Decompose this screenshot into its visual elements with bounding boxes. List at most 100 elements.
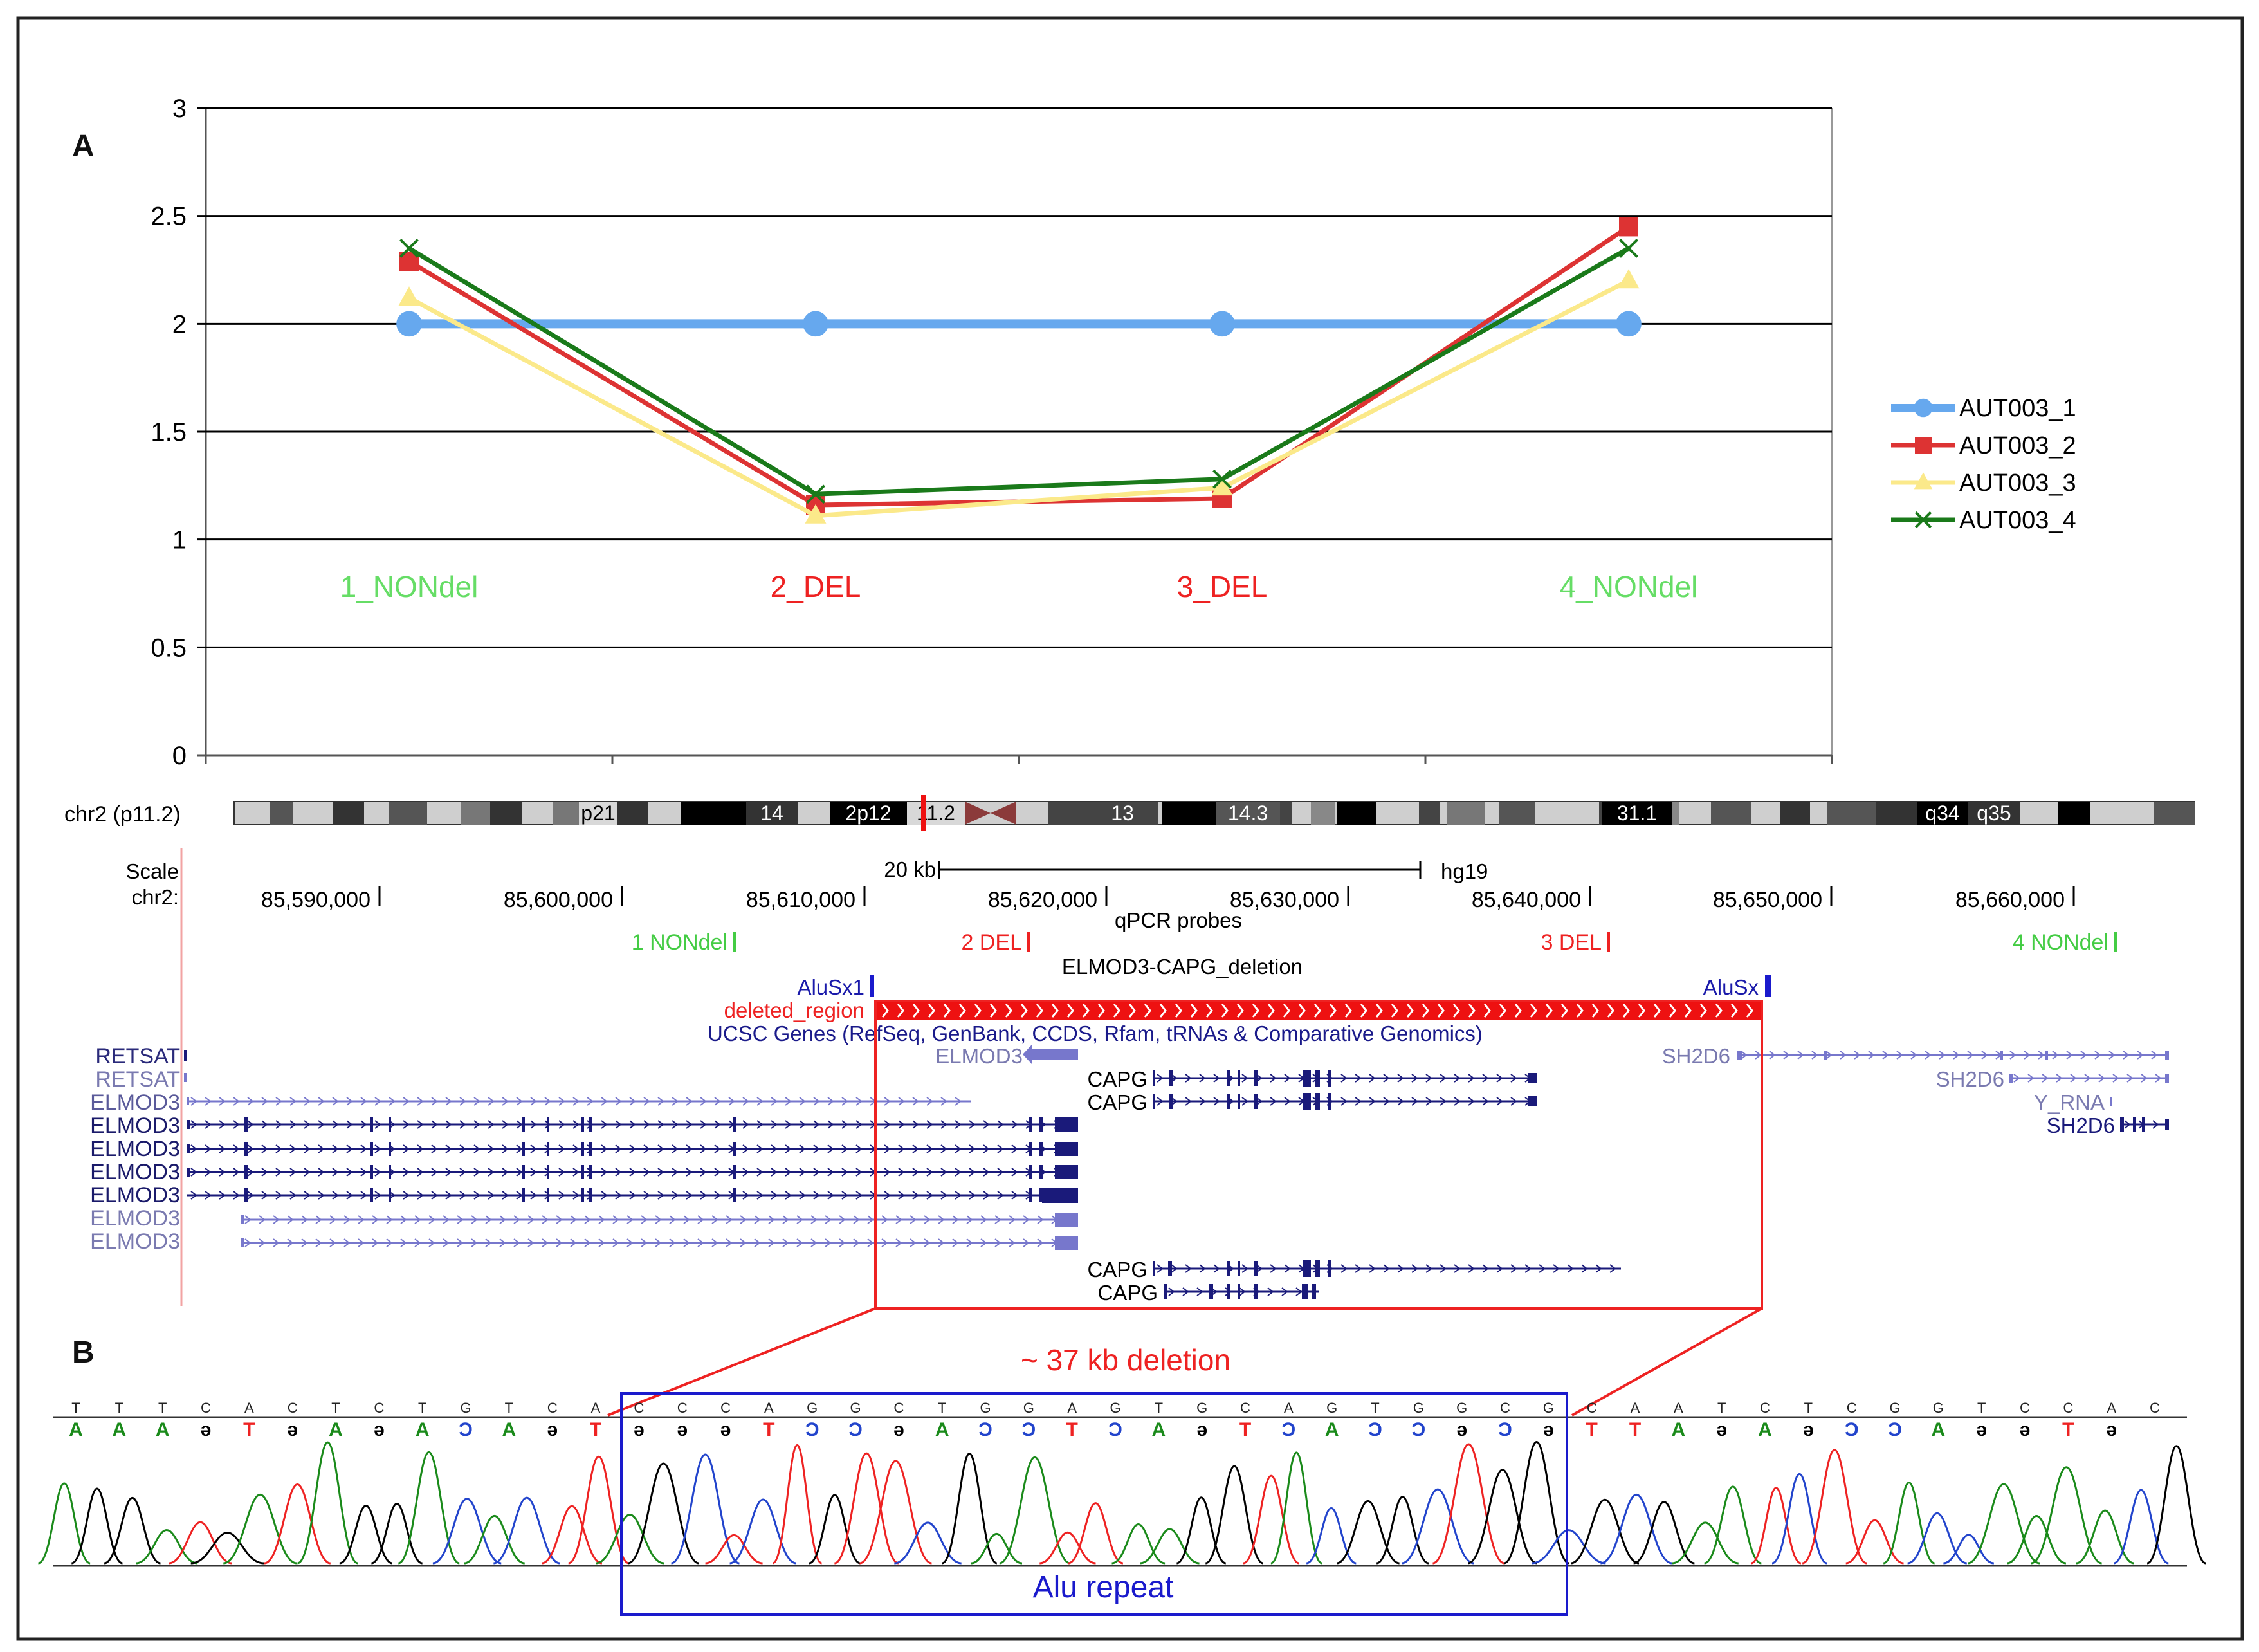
gene-label: RETSAT	[95, 1044, 180, 1069]
base-top: A	[1067, 1400, 1077, 1416]
chromosome-band	[1447, 802, 1485, 825]
exon	[581, 1142, 584, 1156]
strand-arrow	[1510, 1097, 1517, 1106]
strand-arrow	[473, 1120, 480, 1129]
strand-arrow	[1953, 1051, 1960, 1060]
strand-arrow	[360, 1097, 367, 1106]
strand-arrow	[502, 1144, 509, 1153]
strand-arrow	[1295, 1287, 1303, 1296]
base-top: G	[1110, 1400, 1120, 1416]
ruler-position: 85,630,000	[1230, 888, 1339, 912]
y-tick-label: 0	[172, 742, 187, 770]
strand-arrow	[1482, 1264, 1489, 1273]
legend-entry: AUT003_3	[1891, 470, 2076, 497]
strand-arrow	[219, 1120, 226, 1129]
chromosome-band	[1780, 802, 1810, 825]
strand-arrow	[1981, 1051, 1988, 1060]
strand-arrow	[980, 1238, 987, 1247]
strand-arrow	[1746, 1004, 1753, 1018]
strand-arrow	[884, 1120, 891, 1129]
ruler-position: 85,600,000	[504, 888, 613, 912]
exon	[2165, 1119, 2169, 1130]
exon	[370, 1117, 373, 1132]
ruler-position: 85,610,000	[746, 888, 855, 912]
strand-arrow	[1241, 1097, 1248, 1106]
strand-arrow	[1397, 1074, 1404, 1083]
trace-peak	[1967, 1483, 2040, 1565]
base-top: T	[158, 1400, 167, 1416]
exon	[522, 1117, 525, 1132]
exon	[1039, 1188, 1043, 1202]
strand-arrow	[771, 1097, 778, 1106]
strand-arrow	[1454, 1097, 1461, 1106]
strand-arrow	[1036, 1004, 1043, 1018]
strand-arrow	[1468, 1097, 1475, 1106]
strand-arrow	[1144, 1004, 1151, 1018]
strand-arrow	[2124, 1120, 2131, 1129]
strand-arrow	[488, 1120, 495, 1129]
data-point	[1209, 311, 1235, 337]
strand-arrow	[318, 1120, 325, 1129]
x-tick-marks	[205, 755, 1833, 764]
trace-peak	[1532, 1529, 1606, 1565]
strand-arrow	[711, 1215, 718, 1224]
strand-arrow	[1082, 1004, 1090, 1018]
strand-arrow	[587, 1168, 594, 1177]
exon	[1824, 1051, 1827, 1060]
strand-arrow	[742, 1120, 749, 1129]
chromosome-band	[1711, 802, 1751, 825]
trace-peak	[809, 1494, 861, 1565]
strand-arrow	[502, 1191, 509, 1200]
trace-peak	[596, 1513, 664, 1565]
exon	[2165, 1051, 2169, 1060]
exon	[1055, 1213, 1078, 1227]
exon	[1055, 1142, 1078, 1156]
data-point-stroke	[1212, 469, 1232, 489]
band-label: q35	[1977, 802, 2011, 825]
trace-peak	[37, 1482, 91, 1565]
strand-arrow	[304, 1191, 311, 1200]
strand-arrow	[516, 1097, 523, 1106]
series-1	[396, 311, 1642, 337]
strand-arrow	[1185, 1097, 1192, 1106]
strand-arrow	[898, 1191, 905, 1200]
base-call: Ɔ	[1498, 1419, 1512, 1440]
base-call: A	[1325, 1419, 1339, 1440]
exon	[1055, 1117, 1078, 1132]
genes-track-title: UCSC Genes (RefSeq, GenBank, CCDS, Rfam,…	[708, 1022, 1483, 1045]
base-top: T	[938, 1400, 946, 1416]
trace-peak	[1633, 1501, 1695, 1565]
strand-arrow	[205, 1191, 212, 1200]
strand-arrow	[1171, 1264, 1178, 1273]
strand-arrow	[1241, 1264, 1248, 1273]
exon	[1238, 1094, 1240, 1109]
strand-arrow	[1369, 1074, 1376, 1083]
strand-arrow	[714, 1144, 721, 1153]
strand-arrow	[615, 1168, 622, 1177]
strand-arrow	[190, 1191, 197, 1200]
strand-arrow	[612, 1238, 619, 1247]
chromosome-band	[1216, 802, 1280, 825]
exon	[581, 1117, 584, 1132]
exon	[1528, 1073, 1537, 1083]
chromatogram-trace	[37, 1441, 2207, 1565]
strand-arrow	[247, 1168, 254, 1177]
strand-arrow	[205, 1097, 212, 1106]
exon	[1039, 1142, 1043, 1156]
chromosome-band	[830, 802, 907, 825]
strand-arrow	[867, 1238, 874, 1247]
base-call: Ɔ	[1281, 1419, 1295, 1440]
strand-arrow	[1452, 1004, 1460, 1018]
strand-arrow	[1355, 1264, 1362, 1273]
strand-arrow	[570, 1238, 577, 1247]
strand-arrow	[587, 1191, 594, 1200]
probe-mark	[2114, 932, 2117, 952]
strand-arrow	[572, 1191, 580, 1200]
strand-arrow	[810, 1215, 818, 1224]
strand-arrow	[2152, 1120, 2159, 1129]
strand-arrow	[1298, 1004, 1306, 1018]
base-top: C	[288, 1400, 298, 1416]
strand-arrow	[969, 1120, 976, 1129]
strand-arrow	[940, 1097, 947, 1106]
strand-arrow	[1591, 1004, 1599, 1018]
